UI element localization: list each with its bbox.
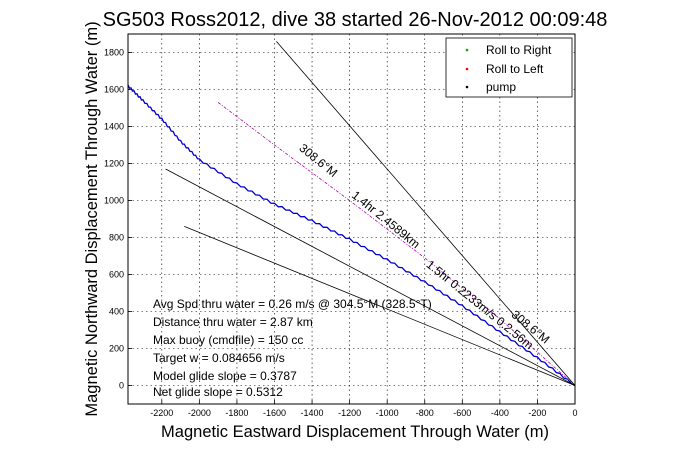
- series-line-5: [184, 226, 576, 386]
- y-tick-label: 1200: [104, 159, 124, 169]
- y-tick-label: 1400: [104, 122, 124, 132]
- legend-marker-roll-left: [465, 67, 469, 71]
- x-tick-label: -2200: [150, 408, 173, 418]
- y-tick-label: 1000: [104, 196, 124, 206]
- grid: [128, 34, 576, 404]
- x-tick-label: -1200: [338, 408, 361, 418]
- series-line-3: [276, 41, 576, 386]
- y-tick-labels: 0 200 400 600 800 1000 1200 1400 1600 1800: [104, 48, 124, 391]
- legend-label-roll-left: Roll to Left: [486, 62, 544, 76]
- annotation-2: Distance thru water = 2.87 km: [153, 315, 313, 329]
- series-line-1: [127, 84, 576, 387]
- y-tick-label: 400: [109, 307, 124, 317]
- x-tick-label: -1600: [263, 408, 286, 418]
- x-tick-label: -600: [453, 408, 471, 418]
- x-tick-labels: -2200 -2000 -1800 -1600 -1400 -1200 -1000 -800-…: [150, 408, 577, 418]
- x-tick-label: -1400: [301, 408, 324, 418]
- series-line-4: [165, 168, 576, 386]
- x-tick-label: 0: [572, 408, 577, 418]
- x-tick-label: -1800: [225, 408, 248, 418]
- x-tick-label: -400: [491, 408, 509, 418]
- y-axis-label: Magnetic Northward Displacement Through …: [83, 21, 101, 416]
- legend-label-pump: pump: [486, 80, 516, 94]
- annotation-5: Model glide slope = 0.3787: [153, 369, 297, 383]
- annotation-box: Avg Spd thru water = 0.26 m/s @ 304.5°M …: [153, 297, 432, 399]
- annotation-6: Net glide slope = 0.5312: [153, 385, 283, 399]
- x-tick-label: -2000: [188, 408, 211, 418]
- annotation-4: Target w = 0.084656 m/s: [153, 351, 285, 365]
- y-tick-label: 0: [119, 381, 124, 391]
- y-tick-label: 200: [109, 344, 124, 354]
- plot-border: [127, 33, 576, 405]
- y-tick-label: 600: [109, 270, 124, 280]
- y-tick-label: 1600: [104, 85, 124, 95]
- series-group: [127, 41, 576, 387]
- x-tick-label: -200: [528, 408, 546, 418]
- chart-title: SG503 Ross2012, dive 38 started 26-Nov-2…: [103, 9, 608, 31]
- y-tick-label: 800: [109, 233, 124, 243]
- annotation-1: Avg Spd thru water = 0.26 m/s @ 304.5°M …: [153, 297, 432, 311]
- legend: Roll to Right Roll to Left pump: [445, 37, 573, 98]
- y-tick-label: 1800: [104, 48, 124, 58]
- x-tick-label: -800: [416, 408, 434, 418]
- series-line-2: [217, 102, 576, 386]
- legend-marker-roll-right: [465, 48, 469, 52]
- x-axis-label: Magnetic Eastward Displacement Through W…: [161, 423, 549, 441]
- annotation-3: Max buoy (cmdfile) = 150 cc: [153, 333, 303, 347]
- legend-marker-pump: [465, 85, 469, 89]
- legend-label-roll-right: Roll to Right: [486, 43, 552, 57]
- x-tick-label: -1000: [376, 408, 399, 418]
